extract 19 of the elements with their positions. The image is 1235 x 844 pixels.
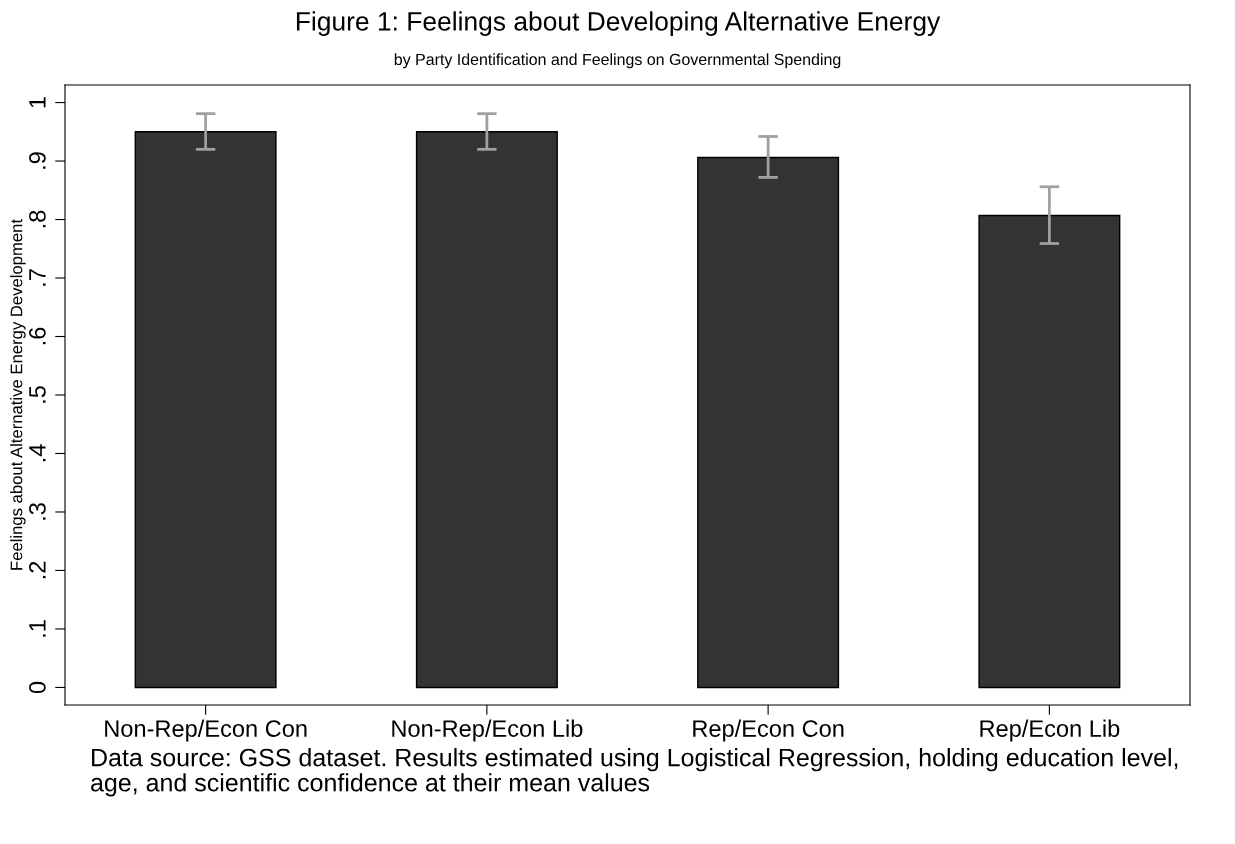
chart-title: Figure 1: Feelings about Developing Alternative Energy (296, 11, 941, 36)
y-tick-label: 1 (29, 97, 46, 108)
y-tick-label: 0 (29, 681, 46, 694)
y-tick-label: .3 (29, 503, 46, 520)
y-axis-title: Feelings about Alternative Energy Development (10, 219, 26, 570)
y-tick-label: .2 (29, 561, 46, 579)
source-note: Data source: GSS dataset. Results estimated using Logistical Regression, holding education level, age, and scientific confidence at their mean values (91, 748, 1178, 797)
y-tick-label: .1 (29, 620, 46, 637)
x-tick-label: Non-Rep/Econ Lib (392, 719, 583, 742)
chart-subtitle: by Party Identification and Feelings on Governmental Spending (394, 53, 841, 69)
y-tick-label: .8 (29, 210, 46, 228)
x-tick-label: Rep/Econ Lib (980, 719, 1120, 742)
x-tick-label: Non-Rep/Econ Con (105, 719, 307, 742)
y-tick-label: .4 (29, 444, 46, 462)
y-tick-label: .5 (29, 386, 46, 403)
x-tick-label: Rep/Econ Con (693, 719, 844, 742)
y-tick-label: .9 (29, 152, 46, 169)
y-tick-label: .6 (29, 327, 46, 345)
y-tick-label: .7 (29, 269, 46, 286)
